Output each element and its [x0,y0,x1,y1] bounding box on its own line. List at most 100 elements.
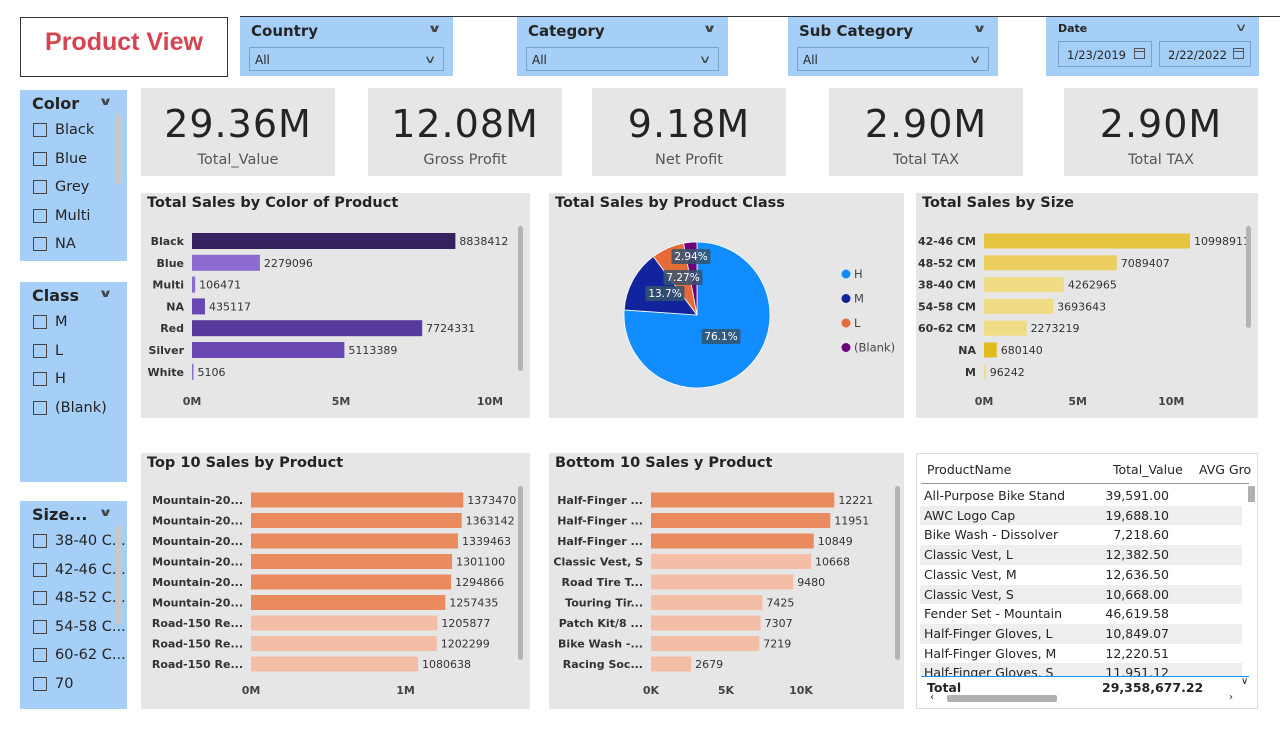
subcategory-dropdown[interactable]: All ∨ [797,47,989,71]
country-slicer-label: Country [251,22,319,40]
checkbox[interactable] [33,372,47,387]
bar [251,492,464,508]
category-label: Mountain-20... [152,597,243,610]
checkbox[interactable] [33,591,47,606]
kpi-card-net-profit: 9.18M Net Profit [592,88,786,176]
size-option[interactable]: 48-52 C... [20,584,127,613]
product-name-cell: Half-Finger Gloves, S [924,665,1054,676]
color-option[interactable]: NA [20,230,127,259]
category-dropdown[interactable]: All ∨ [526,47,719,71]
color-option[interactable]: Multi [20,202,127,231]
product-name-cell: AWC Logo Cap [924,507,1016,523]
calendar-icon[interactable] [1233,48,1244,59]
chevron-left-icon[interactable]: ‹ [930,692,934,703]
checkbox[interactable] [33,151,47,166]
table-row[interactable]: All-Purpose Bike Stand 39,591.00 [920,486,1242,506]
date-slicer[interactable]: Date ∨ 1/23/2019 2/22/2022 [1046,17,1259,76]
checkbox[interactable] [33,400,47,415]
table-row[interactable]: Half-Finger Gloves, L 10,849.07 [920,623,1242,644]
data-label: 106471 [199,279,241,292]
data-label: 7307 [765,617,793,630]
category-slicer[interactable]: Category ∨ All ∨ [517,17,728,76]
size-option[interactable]: 54-58 C... [20,613,127,642]
chevron-down-icon[interactable]: ∨ [1241,676,1249,687]
checkbox[interactable] [33,619,47,634]
pie-label-bg [701,329,741,344]
chevron-down-icon[interactable]: ∨ [98,95,113,108]
checkbox[interactable] [33,123,47,138]
size-option[interactable]: 70 [20,670,127,699]
chart-title: Total Sales by Size [922,195,1074,211]
size-option[interactable]: 38-40 C... [20,527,127,556]
calendar-icon[interactable] [1134,48,1145,59]
date-from-input[interactable]: 1/23/2019 [1058,41,1152,67]
scrollbar[interactable] [115,525,121,625]
chevron-right-icon[interactable]: › [1229,692,1233,703]
data-label: 1080638 [422,658,471,671]
category-value: All [532,53,547,67]
scrollbar[interactable] [115,114,121,184]
checkbox[interactable] [33,208,47,223]
color-option[interactable]: Blue [20,145,127,174]
checkbox[interactable] [33,676,47,691]
size-option[interactable]: 42-46 C... [20,556,127,585]
column-header[interactable]: AVG Gro [1199,462,1252,477]
class-pie-chart: 76.1% 13.7% 7.27% 2.94% HML (Blank) [623,241,895,389]
checkbox[interactable] [33,315,47,330]
checkbox[interactable] [33,237,47,252]
table-row[interactable]: Classic Vest, S 10,668.00 [920,584,1242,605]
table-row[interactable]: Classic Vest, L 12,382.50 [920,545,1242,565]
class-slicer[interactable]: Class ∨ M L H (Blank) [20,282,127,482]
table-row[interactable]: Half-Finger Gloves, S 11,951.12 [920,663,1242,676]
category-label: Mountain-20... [152,515,243,528]
column-header[interactable]: Total_Value [1113,462,1183,477]
color-slicer[interactable]: Color ∨ Black Blue Grey Multi NA [20,90,127,261]
total-value-cell: 12,636.50 [1105,566,1169,582]
chevron-down-icon[interactable]: ∨ [1234,21,1248,34]
total-value: 29,358,677.22 [1102,680,1204,695]
class-option[interactable]: (Blank) [20,394,127,423]
chevron-down-icon[interactable]: ∨ [702,22,717,35]
size-option-label: 38-40 C... [55,533,126,550]
bottom10-bar-chart: Half-Finger ... 12221 Half-Finger ... 11951… [553,486,900,697]
table-row[interactable]: AWC Logo Cap 19,688.10 [920,505,1242,526]
checkbox[interactable] [33,534,47,549]
scrollbar [518,486,523,660]
size-slicer[interactable]: Size... ∨ 38-40 C... 42-46 C... 48-52 C..… [20,501,127,709]
total-label: Total [927,680,962,695]
color-option[interactable]: Black [20,116,127,145]
category-label: Black [151,235,185,248]
date-slicer-label: Date [1058,22,1088,35]
class-option[interactable]: L [20,337,127,366]
subcategory-value: All [803,53,818,67]
checkbox[interactable] [33,648,47,663]
checkbox[interactable] [33,562,47,577]
data-label: 10668 [815,556,850,569]
size-option[interactable]: 60-62 C... [20,641,127,670]
data-label: 1301100 [456,556,505,569]
table-row[interactable]: Classic Vest, M 12,636.50 [920,565,1242,585]
date-to-input[interactable]: 2/22/2022 [1159,41,1251,67]
column-header[interactable]: ProductName [927,462,1012,477]
checkbox[interactable] [33,180,47,195]
kpi-card-total-tax-2: 2.90M Total TAX [1064,88,1258,176]
table-row[interactable]: Half-Finger Gloves, M 12,220.51 [920,644,1242,664]
horizontal-scrollbar[interactable] [947,695,1057,702]
table-row[interactable]: Bike Wash - Dissolver 7,218.60 [920,525,1242,545]
data-label: 1257435 [449,597,498,610]
vertical-scrollbar[interactable] [1248,486,1255,502]
x-tick-label: 5K [718,684,735,697]
checkbox[interactable] [33,343,47,358]
class-option[interactable]: H [20,365,127,394]
chevron-down-icon[interactable]: ∨ [427,22,442,35]
country-dropdown[interactable]: All ∨ [249,47,444,71]
chevron-down-icon[interactable]: ∨ [98,506,113,519]
data-label: 435117 [209,300,251,313]
subcategory-slicer[interactable]: Sub Category ∨ All ∨ [788,17,998,76]
class-option[interactable]: M [20,308,127,337]
chevron-down-icon[interactable]: ∨ [972,22,987,35]
color-option[interactable]: Grey [20,173,127,202]
country-slicer[interactable]: Country ∨ All ∨ [240,17,453,76]
chevron-down-icon[interactable]: ∨ [98,287,113,300]
table-row[interactable]: Fender Set - Mountain 46,619.58 [920,604,1242,624]
